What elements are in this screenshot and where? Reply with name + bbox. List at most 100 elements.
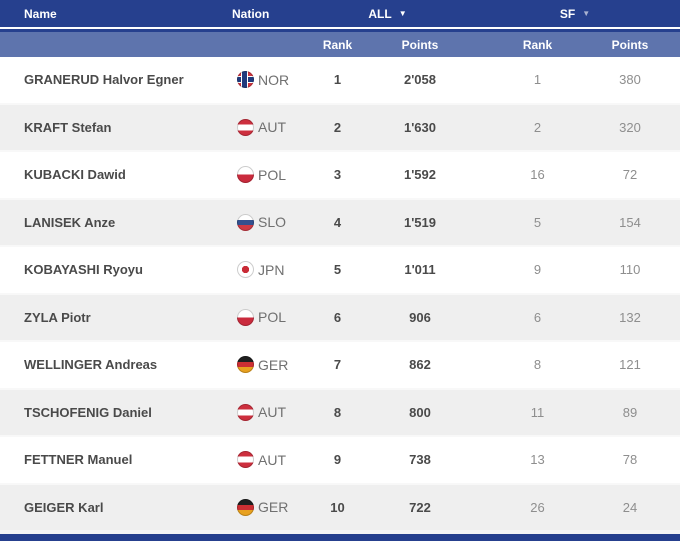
all-rank-value: 6 bbox=[333, 309, 342, 325]
flag-jpn-icon bbox=[237, 261, 254, 279]
sf-rank-value: 5 bbox=[533, 214, 542, 230]
sf-points-value: 89 bbox=[622, 404, 638, 420]
athlete-name: ZYLA Piotr bbox=[24, 309, 91, 325]
all-points-value: 800 bbox=[409, 404, 431, 420]
athlete-name: FETTNER Manuel bbox=[24, 452, 133, 468]
table-row[interactable]: FETTNER Manuel AUT 9 738 13 78 bbox=[0, 435, 680, 483]
sf-rank-value: 1 bbox=[533, 72, 542, 88]
nation-code: GER bbox=[258, 356, 289, 373]
sf-filter-label: SF bbox=[559, 6, 576, 21]
all-rank-value: 2 bbox=[333, 119, 342, 135]
nation-cell: GER bbox=[210, 356, 305, 374]
sf-rank-value: 11 bbox=[530, 404, 545, 420]
column-header-name: Name bbox=[24, 6, 57, 21]
nation-code: POL bbox=[258, 309, 287, 326]
all-points-value: 2'058 bbox=[403, 72, 436, 88]
flag-pol-icon bbox=[237, 308, 254, 326]
all-points-value: 906 bbox=[409, 309, 431, 325]
sf-points-value: 24 bbox=[622, 499, 638, 515]
all-rank-value: 8 bbox=[333, 404, 342, 420]
nation-code: JPN bbox=[258, 261, 285, 278]
table-row[interactable]: ZYLA Piotr POL 6 906 6 132 bbox=[0, 292, 680, 340]
sf-points-value: 320 bbox=[619, 119, 641, 135]
table-row[interactable]: GEIGER Karl GER 10 722 26 24 bbox=[0, 482, 680, 530]
table-row[interactable]: WELLINGER Andreas GER 7 862 8 121 bbox=[0, 340, 680, 388]
sf-rank-value: 16 bbox=[530, 167, 545, 183]
all-rank-value: 5 bbox=[333, 262, 342, 278]
chevron-down-icon: ▼ bbox=[582, 8, 591, 18]
table-bottom-border bbox=[0, 534, 680, 541]
column-header-all-rank: Rank bbox=[322, 37, 353, 52]
all-points-value: 862 bbox=[409, 357, 431, 373]
sf-points-value: 78 bbox=[622, 452, 638, 468]
table-row[interactable]: GRANERUD Halvor Egner NOR 1 2'058 1 380 bbox=[0, 57, 680, 103]
table-row[interactable]: LANISEK Anze SLO 4 1'519 5 154 bbox=[0, 197, 680, 245]
table-row[interactable]: TSCHOFENIG Daniel AUT 8 800 11 89 bbox=[0, 387, 680, 435]
sf-points-value: 72 bbox=[622, 167, 638, 183]
athlete-name: KUBACKI Dawid bbox=[24, 167, 126, 183]
table-subheader-row: Rank Points Rank Points bbox=[0, 32, 680, 57]
table-header-row: Name Nation ALL ▼ SF ▼ bbox=[0, 0, 680, 27]
nation-cell: NOR bbox=[210, 71, 305, 89]
nation-cell: SLO bbox=[210, 213, 305, 231]
flag-pol-icon bbox=[237, 166, 254, 184]
sf-points-value: 121 bbox=[619, 357, 641, 373]
flag-aut-icon bbox=[237, 118, 254, 136]
table-body: GRANERUD Halvor Egner NOR 1 2'058 1 380 … bbox=[0, 57, 680, 530]
athlete-name: GRANERUD Halvor Egner bbox=[24, 72, 184, 88]
flag-aut-icon bbox=[237, 451, 254, 469]
nation-cell: AUT bbox=[210, 118, 305, 136]
all-rank-value: 10 bbox=[330, 499, 345, 515]
athlete-name: WELLINGER Andreas bbox=[24, 357, 158, 373]
nation-code: NOR bbox=[258, 71, 290, 88]
flag-slo-icon bbox=[237, 213, 254, 231]
flag-ger-icon bbox=[237, 356, 254, 374]
athlete-name: LANISEK Anze bbox=[24, 214, 116, 230]
all-points-value: 1'630 bbox=[403, 119, 436, 135]
sf-rank-value: 6 bbox=[533, 309, 542, 325]
all-filter-label: ALL bbox=[368, 6, 392, 21]
header-separator bbox=[0, 27, 680, 29]
nation-code: AUT bbox=[258, 451, 286, 468]
all-filter-dropdown[interactable]: ALL ▼ bbox=[305, 0, 470, 27]
athlete-name: KOBAYASHI Ryoyu bbox=[24, 262, 143, 278]
flag-ger-icon bbox=[237, 498, 254, 516]
sf-points-value: 380 bbox=[619, 72, 641, 88]
nation-code: AUT bbox=[258, 404, 286, 421]
nation-cell: JPN bbox=[210, 261, 305, 279]
sf-rank-value: 26 bbox=[530, 499, 545, 515]
chevron-down-icon: ▼ bbox=[398, 8, 407, 18]
sf-filter-dropdown[interactable]: SF ▼ bbox=[470, 0, 680, 27]
column-header-sf-points: Points bbox=[611, 37, 649, 52]
athlete-name: TSCHOFENIG Daniel bbox=[24, 404, 152, 420]
nation-cell: POL bbox=[210, 308, 305, 326]
column-header-all-points: Points bbox=[401, 37, 439, 52]
nation-code: AUT bbox=[258, 119, 286, 136]
column-header-nation: Nation bbox=[232, 6, 270, 21]
sf-points-value: 132 bbox=[619, 309, 641, 325]
all-points-value: 1'011 bbox=[404, 262, 436, 278]
nation-cell: GER bbox=[210, 498, 305, 516]
nation-cell: AUT bbox=[210, 403, 305, 421]
column-header-sf-rank: Rank bbox=[522, 37, 553, 52]
table-row[interactable]: KRAFT Stefan AUT 2 1'630 2 320 bbox=[0, 102, 680, 150]
flag-nor-icon bbox=[237, 71, 254, 89]
all-rank-value: 9 bbox=[333, 452, 342, 468]
sf-rank-value: 9 bbox=[533, 262, 542, 278]
all-rank-value: 7 bbox=[333, 357, 342, 373]
nation-code: POL bbox=[258, 166, 287, 183]
sf-rank-value: 13 bbox=[530, 452, 545, 468]
sf-points-value: 110 bbox=[619, 262, 641, 278]
athlete-name: GEIGER Karl bbox=[24, 499, 104, 515]
all-points-value: 738 bbox=[409, 452, 431, 468]
athlete-name: KRAFT Stefan bbox=[24, 119, 112, 135]
all-rank-value: 3 bbox=[333, 167, 342, 183]
table-row[interactable]: KOBAYASHI Ryoyu JPN 5 1'011 9 110 bbox=[0, 245, 680, 293]
table-row[interactable]: KUBACKI Dawid POL 3 1'592 16 72 bbox=[0, 150, 680, 198]
all-rank-value: 1 bbox=[333, 72, 342, 88]
sf-rank-value: 8 bbox=[533, 357, 542, 373]
sf-points-value: 154 bbox=[619, 214, 641, 230]
nation-cell: POL bbox=[210, 166, 305, 184]
all-rank-value: 4 bbox=[333, 214, 342, 230]
